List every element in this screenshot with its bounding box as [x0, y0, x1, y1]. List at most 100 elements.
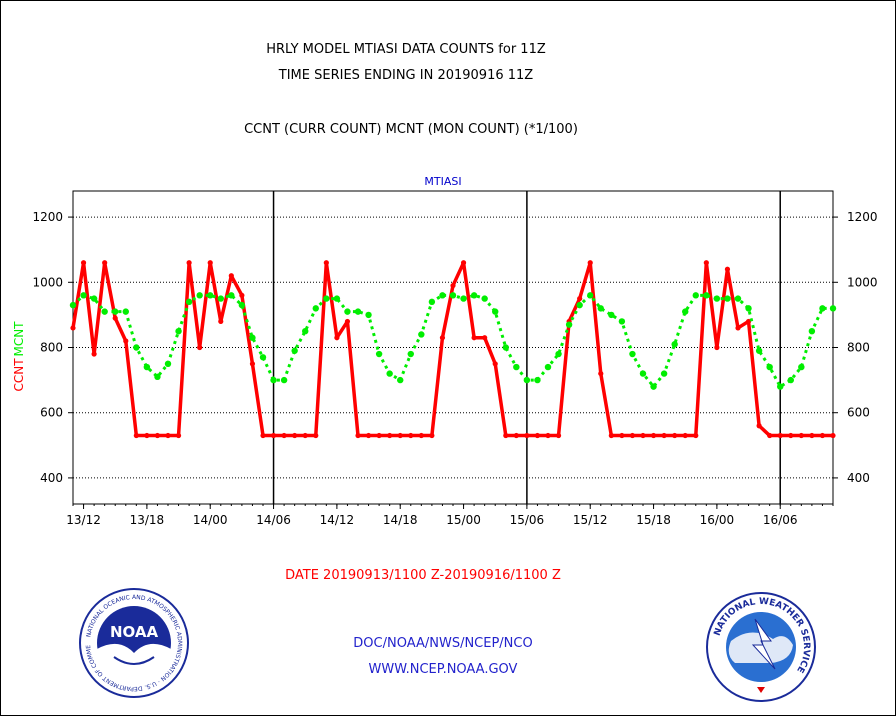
data-point-ccnt — [80, 260, 87, 266]
data-point-mcnt — [207, 292, 214, 299]
data-point-ccnt — [154, 432, 161, 439]
x-tick-label: 16/00 — [700, 513, 735, 527]
data-point-ccnt — [777, 432, 783, 439]
data-point-mcnt — [228, 292, 235, 299]
data-point-ccnt — [260, 432, 266, 439]
data-point-ccnt — [355, 432, 361, 439]
data-point-ccnt — [629, 432, 636, 439]
data-point-ccnt — [482, 335, 488, 341]
data-point-ccnt — [344, 318, 351, 325]
data-point-mcnt — [608, 311, 615, 319]
data-point-mcnt — [713, 295, 721, 302]
data-point-mcnt — [291, 347, 298, 354]
data-point-ccnt — [745, 318, 752, 325]
data-point-ccnt — [608, 432, 614, 439]
data-point-mcnt — [386, 370, 393, 377]
data-point-ccnt — [714, 344, 720, 351]
data-point-mcnt — [418, 331, 425, 338]
data-point-mcnt — [639, 370, 647, 377]
y-tick-label-left: 600 — [40, 406, 63, 420]
data-point-mcnt — [143, 363, 151, 371]
x-tick-label: 15/00 — [446, 513, 481, 527]
data-point-ccnt — [650, 432, 657, 439]
data-point-ccnt — [387, 432, 393, 439]
data-point-ccnt — [450, 282, 456, 289]
noaa-logo: NATIONAL OCEANIC AND ATMOSPHERIC ADMINIS… — [79, 588, 189, 698]
data-point-mcnt — [597, 305, 604, 312]
data-point-mcnt — [544, 363, 552, 371]
data-point-mcnt — [587, 292, 594, 299]
data-point-ccnt — [545, 432, 551, 439]
data-point-mcnt — [175, 327, 182, 335]
data-point-mcnt — [397, 376, 404, 384]
data-point-mcnt — [449, 292, 457, 299]
data-point-ccnt — [218, 318, 224, 325]
data-point-mcnt — [671, 341, 678, 348]
data-point-mcnt — [196, 292, 203, 299]
data-point-mcnt — [724, 295, 731, 302]
data-point-ccnt — [439, 335, 446, 341]
x-tick-label: 14/18 — [383, 513, 418, 527]
x-tick-label: 14/06 — [256, 513, 291, 527]
data-point-ccnt — [682, 432, 688, 439]
data-point-mcnt — [259, 354, 267, 361]
data-point-ccnt — [640, 432, 646, 439]
data-point-ccnt — [207, 260, 213, 266]
data-point-mcnt — [375, 350, 383, 358]
data-point-mcnt — [460, 295, 467, 302]
data-point-ccnt — [323, 260, 329, 266]
data-point-mcnt — [703, 292, 710, 299]
data-point-ccnt — [408, 432, 414, 439]
data-point-mcnt — [555, 350, 562, 358]
data-point-mcnt — [650, 383, 657, 390]
data-point-ccnt — [376, 432, 382, 439]
x-tick-label: 16/06 — [763, 513, 798, 527]
data-point-mcnt — [344, 308, 351, 315]
data-point-ccnt — [798, 432, 804, 439]
data-point-ccnt — [112, 315, 118, 321]
data-point-ccnt — [587, 260, 593, 266]
y-tick-label-left: 1000 — [32, 275, 63, 289]
data-point-mcnt — [112, 308, 119, 315]
data-point-mcnt — [734, 295, 742, 302]
data-point-ccnt — [756, 423, 762, 429]
data-point-ccnt — [767, 432, 773, 439]
y-tick-label-right: 400 — [847, 471, 870, 485]
y-tick-label-left: 1200 — [32, 210, 63, 224]
data-point-mcnt — [80, 292, 87, 299]
data-point-mcnt — [692, 292, 699, 299]
data-point-mcnt — [302, 327, 309, 335]
data-point-ccnt — [239, 292, 245, 298]
data-point-mcnt — [470, 292, 478, 299]
data-point-mcnt — [629, 350, 636, 358]
data-point-mcnt — [682, 308, 689, 315]
nws-logo: NATIONAL WEATHER SERVICE — [706, 592, 816, 702]
data-point-ccnt — [102, 260, 108, 266]
data-point-mcnt — [217, 295, 224, 302]
data-point-mcnt — [808, 327, 816, 335]
data-point-mcnt — [618, 318, 626, 325]
data-point-ccnt — [197, 344, 203, 351]
data-point-ccnt — [365, 432, 372, 439]
data-point-mcnt — [565, 321, 573, 328]
data-point-mcnt — [439, 292, 446, 299]
data-point-mcnt — [798, 363, 805, 371]
data-point-ccnt — [672, 432, 678, 439]
org-text: DOC/NOAA/NWS/NCEP/NCO — [353, 636, 532, 651]
data-point-mcnt — [576, 301, 583, 309]
data-point-ccnt — [724, 266, 731, 272]
data-point-ccnt — [555, 432, 562, 439]
data-point-ccnt — [418, 432, 424, 439]
data-point-mcnt — [154, 373, 161, 381]
data-point-ccnt — [133, 432, 139, 439]
data-point-ccnt — [492, 361, 498, 367]
data-point-mcnt — [249, 334, 256, 341]
x-tick-label: 14/00 — [193, 513, 228, 527]
data-point-ccnt — [503, 432, 509, 439]
y-tick-label-right: 1000 — [847, 275, 878, 289]
data-point-ccnt — [577, 295, 583, 302]
url-link[interactable]: WWW.NCEP.NOAA.GOV — [369, 662, 518, 677]
data-point-mcnt — [122, 308, 129, 315]
data-point-ccnt — [313, 432, 319, 439]
data-point-ccnt — [249, 361, 256, 367]
